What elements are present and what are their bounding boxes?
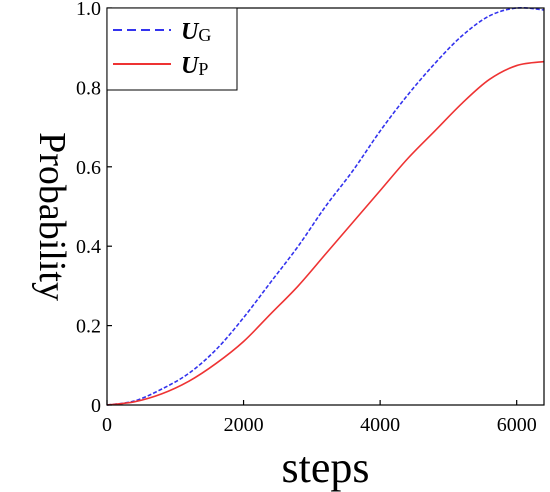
y-axis-title: Probability [31, 132, 73, 301]
y-tick-label: 0.4 [76, 236, 101, 258]
x-tick-label: 0 [102, 414, 112, 436]
legend-label-main: U [181, 53, 200, 79]
legend-label-subscript: G [198, 25, 211, 45]
legend-label-main: U [181, 19, 200, 45]
legend-box [106, 7, 238, 91]
y-tick-label: 0.6 [76, 157, 101, 179]
series-line-p [106, 60, 545, 406]
y-tick-label: 0.2 [76, 316, 101, 338]
legend-label-g: UG [181, 19, 211, 45]
y-tick-label: 0 [91, 395, 101, 417]
plot-frame [106, 7, 545, 406]
x-tick-label: 4000 [360, 414, 400, 436]
x-tick-label: 2000 [224, 414, 264, 436]
axes: 0 2000 4000 6000 0 0.2 0.4 0.6 0.8 1.0 [76, 0, 545, 436]
legend-label-subscript: P [198, 59, 208, 79]
x-axis-title: steps [282, 443, 370, 492]
y-tick-label: 1.0 [76, 0, 101, 20]
legend-label-p: UP [181, 53, 208, 79]
x-tick-label: 6000 [497, 414, 537, 436]
y-tick-label: 0.8 [76, 77, 101, 99]
plot-area [106, 6, 545, 406]
series-line-g [106, 6, 545, 406]
